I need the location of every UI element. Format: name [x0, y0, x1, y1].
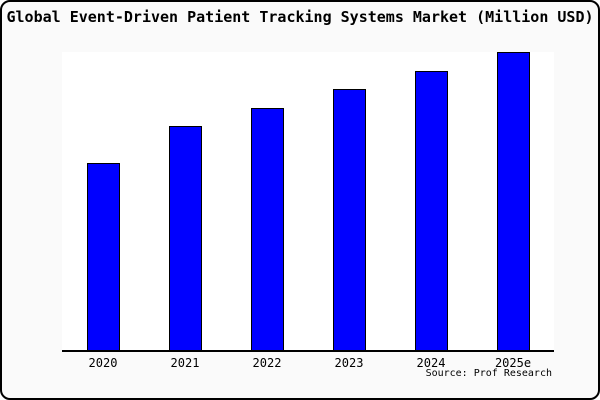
- bar-slot-2020: [62, 52, 144, 350]
- bar-slot-2023: [308, 52, 390, 350]
- bar-slot-2022: [226, 52, 308, 350]
- x-tick-label-2022: 2022: [252, 356, 282, 370]
- x-axis-labels: 2020 2021 2022 2023 2024 2025e: [62, 356, 554, 370]
- x-tick-label-2023: 2023: [334, 356, 364, 370]
- bar-2021: [168, 126, 202, 350]
- bar-2025e: [496, 52, 530, 350]
- x-tick-label-2025e: 2025e: [494, 356, 532, 370]
- x-tick-label-2021: 2021: [170, 356, 200, 370]
- bar-2024: [414, 71, 448, 350]
- x-tick-label-2024: 2024: [416, 356, 446, 370]
- bar-2020: [86, 163, 120, 350]
- source-credit: Source: Prof Research: [425, 368, 552, 379]
- bar-slot-2025e: [472, 52, 554, 350]
- plot-area: [62, 52, 554, 352]
- bar-slot-2024: [390, 52, 472, 350]
- chart-title: Global Event-Driven Patient Tracking Sys…: [6, 8, 594, 26]
- bar-2023: [332, 89, 366, 350]
- x-tick-label-2020: 2020: [88, 356, 118, 370]
- bar-2022: [250, 108, 284, 350]
- bar-slot-2021: [144, 52, 226, 350]
